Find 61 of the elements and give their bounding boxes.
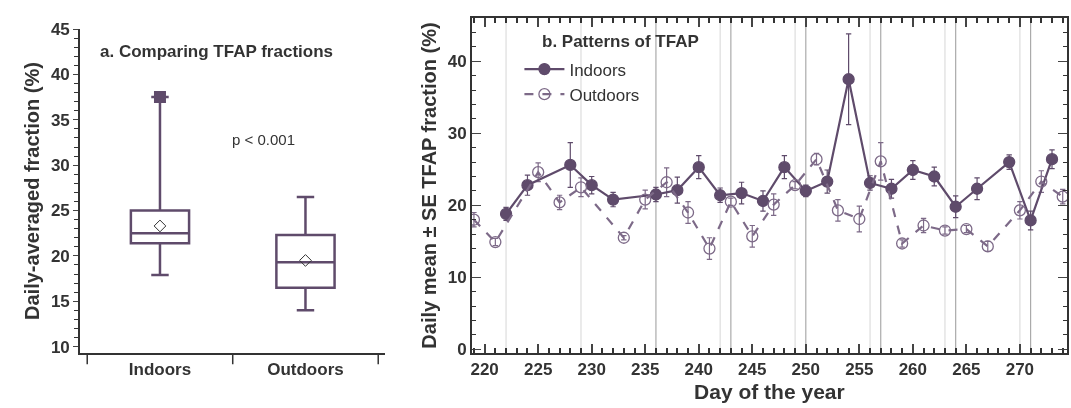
- x-tick-label: 265: [952, 360, 981, 380]
- y-tick-label: 10: [50, 337, 70, 357]
- point: [639, 193, 652, 206]
- x-tick-label: 255: [845, 360, 874, 380]
- x-tick-label: Outdoors: [267, 360, 344, 380]
- y-tick-label: 25: [50, 201, 70, 221]
- y-axis-title: Daily mean ± SE TFAP fraction (%): [417, 22, 440, 349]
- point: [767, 198, 780, 211]
- point: [842, 73, 855, 86]
- annotation: p < 0.001: [232, 131, 295, 148]
- point: [756, 194, 770, 208]
- x-tick-label: 240: [684, 360, 713, 380]
- x-tick-label: 235: [631, 360, 660, 380]
- point: [949, 200, 962, 213]
- x-tick-label: Indoors: [128, 360, 192, 380]
- point: [660, 176, 673, 189]
- point: [928, 170, 941, 183]
- point: [853, 212, 866, 226]
- y-tick-label: 20: [50, 246, 70, 266]
- point: [885, 182, 898, 195]
- x-tick-label: 250: [791, 360, 820, 380]
- x-tick-label: 270: [1005, 360, 1035, 380]
- point: [735, 186, 748, 200]
- x-tick-label: 245: [738, 360, 767, 380]
- y-tick-label: 35: [50, 110, 70, 130]
- y-axis-title: Daily-averaged fraction (%): [20, 62, 43, 320]
- x-tick-label: 260: [898, 360, 928, 380]
- x-tick-label: 230: [577, 360, 606, 380]
- point: [778, 160, 791, 174]
- y-tick-label: 30: [447, 124, 467, 144]
- point: [1045, 153, 1059, 166]
- point: [692, 160, 705, 174]
- y-tick-label: 40: [50, 65, 70, 85]
- y-tick-label: 30: [50, 156, 70, 176]
- legend-label: Indoors: [569, 60, 627, 80]
- point: [746, 230, 759, 243]
- legend-label: Outdoors: [569, 85, 640, 105]
- y-tick-label: 45: [50, 20, 70, 40]
- point: [714, 189, 727, 202]
- x-axis-title: Day of the year: [694, 379, 845, 403]
- y-tick-label: 15: [50, 292, 70, 312]
- point: [532, 166, 545, 179]
- point: [831, 204, 845, 217]
- point: [1013, 204, 1027, 217]
- point: [703, 242, 716, 255]
- x-tick-label: 220: [470, 360, 499, 380]
- point: [681, 206, 695, 219]
- point: [1035, 175, 1048, 188]
- point: [821, 175, 834, 188]
- y-tick-label: 10: [447, 268, 467, 288]
- text: a. Comparing TFAP fractions: [100, 42, 334, 61]
- x-tick-label: 225: [523, 360, 553, 380]
- y-tick-label: 0: [457, 340, 467, 360]
- point: [564, 158, 577, 172]
- y-tick-label: 40: [447, 52, 467, 72]
- text: b. Patterns of TFAP: [542, 32, 699, 51]
- point: [970, 182, 984, 195]
- y-tick-label: 20: [447, 196, 467, 216]
- point: [1024, 214, 1037, 227]
- point: [574, 181, 588, 194]
- point: [874, 155, 887, 168]
